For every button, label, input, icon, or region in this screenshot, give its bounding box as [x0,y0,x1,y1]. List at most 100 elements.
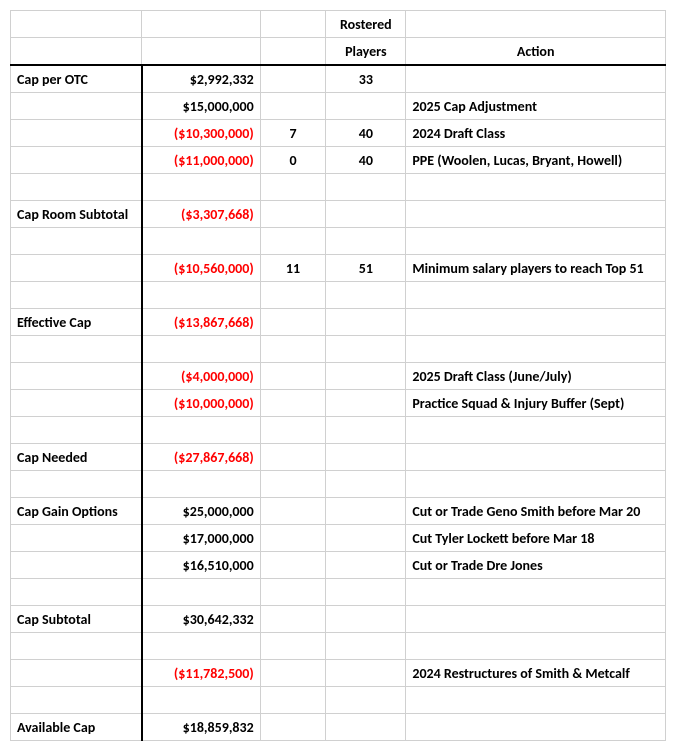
row-roster [326,363,406,390]
row-added [260,498,326,525]
row-label: Cap Needed [11,444,142,471]
row-amount [142,633,261,660]
row-label [11,390,142,417]
table-row: Cap Subtotal$30,642,332 [11,606,666,633]
row-action: 2024 Restructures of Smith & Metcalf [406,660,666,687]
row-added [260,174,326,201]
row-roster: 40 [326,120,406,147]
row-label [11,228,142,255]
row-roster [326,336,406,363]
row-label: Cap Subtotal [11,606,142,633]
table-row: ($10,300,000)7402024 Draft Class [11,120,666,147]
row-action [406,201,666,228]
row-added [260,579,326,606]
row-roster [326,201,406,228]
hdr-rostered-top: Rostered [326,11,406,38]
table-row: $16,510,000Cut or Trade Dre Jones [11,552,666,579]
row-added [260,336,326,363]
row-roster [326,687,406,714]
row-label [11,471,142,498]
hdr-rostered-bot: Players [326,38,406,66]
row-action [406,336,666,363]
hdr-blank-6 [142,38,261,66]
table-row: Cap Needed($27,867,668) [11,444,666,471]
row-added [260,660,326,687]
row-label [11,633,142,660]
row-roster [326,660,406,687]
row-label [11,147,142,174]
row-action [406,174,666,201]
row-roster [326,309,406,336]
row-added [260,282,326,309]
row-label: Cap Room Subtotal [11,201,142,228]
row-added [260,687,326,714]
row-amount: ($13,867,668) [142,309,261,336]
row-action [406,417,666,444]
row-amount: $16,510,000 [142,552,261,579]
hdr-blank-5 [11,38,142,66]
row-action [406,65,666,93]
table-row [11,228,666,255]
row-label [11,660,142,687]
row-added [260,201,326,228]
row-added [260,525,326,552]
row-action [406,579,666,606]
row-action [406,606,666,633]
row-action [406,633,666,660]
row-label [11,552,142,579]
row-action: PPE (Woolen, Lucas, Bryant, Howell) [406,147,666,174]
row-label: Effective Cap [11,309,142,336]
row-added [260,93,326,120]
row-roster [326,498,406,525]
row-roster [326,525,406,552]
row-roster [326,417,406,444]
row-roster: 51 [326,255,406,282]
row-roster [326,228,406,255]
row-label [11,282,142,309]
row-amount: ($27,867,668) [142,444,261,471]
header-row-2: Players Action [11,38,666,66]
row-amount [142,687,261,714]
row-label [11,255,142,282]
row-added [260,552,326,579]
row-action: Cut or Trade Geno Smith before Mar 20 [406,498,666,525]
table-body: Cap per OTC$2,992,33233$15,000,0002025 C… [11,65,666,741]
row-roster [326,471,406,498]
row-added: 7 [260,120,326,147]
row-label [11,687,142,714]
row-roster [326,552,406,579]
row-roster [326,174,406,201]
row-label: Cap per OTC [11,65,142,93]
row-added [260,309,326,336]
table-row [11,417,666,444]
row-added: 11 [260,255,326,282]
table-row: ($10,000,000)Practice Squad & Injury Buf… [11,390,666,417]
row-added [260,471,326,498]
row-action [406,687,666,714]
row-action [406,714,666,741]
row-amount: ($10,560,000) [142,255,261,282]
row-added: 0 [260,147,326,174]
table-row [11,687,666,714]
table-row: Cap Room Subtotal($3,307,668) [11,201,666,228]
table-row: Cap per OTC$2,992,33233 [11,65,666,93]
row-amount [142,228,261,255]
header-row-1: Rostered [11,11,666,38]
row-roster [326,444,406,471]
table-row: ($11,000,000)040PPE (Woolen, Lucas, Brya… [11,147,666,174]
row-action [406,444,666,471]
table-row: Effective Cap($13,867,668) [11,309,666,336]
row-amount: ($4,000,000) [142,363,261,390]
row-roster [326,714,406,741]
row-amount [142,471,261,498]
row-amount: $15,000,000 [142,93,261,120]
hdr-blank-2 [142,11,261,38]
row-added [260,606,326,633]
row-added [260,633,326,660]
row-action: Cut Tyler Lockett before Mar 18 [406,525,666,552]
row-amount: $18,859,832 [142,714,261,741]
row-label [11,579,142,606]
row-action [406,228,666,255]
row-amount [142,579,261,606]
table-row: Cap Gain Options$25,000,000Cut or Trade … [11,498,666,525]
